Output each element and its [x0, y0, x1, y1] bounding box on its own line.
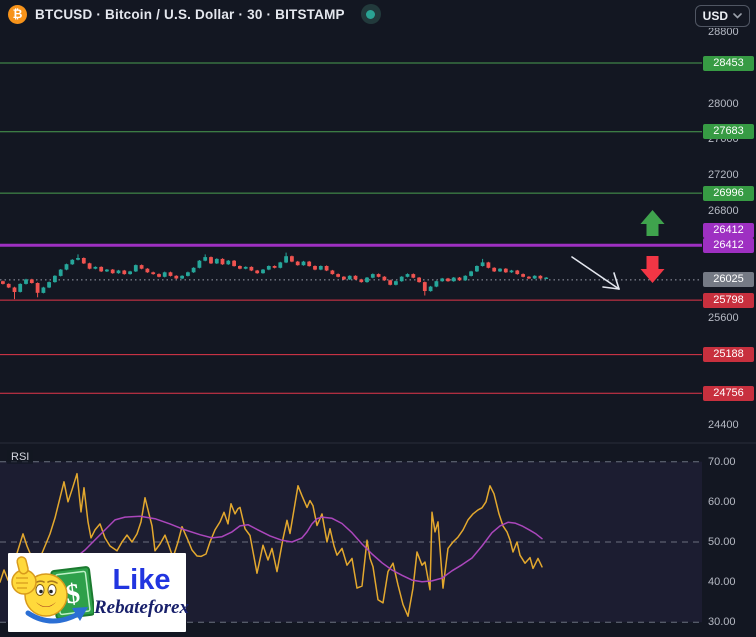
rsi-axis-label-50: 50.00 [708, 536, 736, 548]
price-label-28453: 28453 [703, 55, 754, 71]
bitcoin-icon: ₿ [8, 4, 27, 24]
price-label-26800: 26800 [708, 204, 739, 217]
candlestick-series [1, 252, 549, 300]
price-label-25798: 25798 [703, 292, 754, 308]
symbol-toolbar: ₿ BTCUSD · Bitcoin / U.S. Dollar · 30 · … [0, 0, 756, 28]
price-label-28800: 28800 [708, 26, 739, 38]
rsi-axis-label-30: 30.00 [708, 616, 736, 629]
thumbs-up-emoji-icon: $ [11, 555, 94, 623]
price-label-26025: 26025 [703, 272, 754, 288]
market-status-icon[interactable] [360, 4, 381, 24]
symbol-title[interactable]: BTCUSD · Bitcoin / U.S. Dollar · 30 · BI… [35, 6, 345, 22]
svg-text:$: $ [64, 578, 82, 610]
logo-title: Like [112, 564, 171, 597]
price-label-28000: 28000 [708, 97, 739, 110]
logo-subtitle: Rebateforex [94, 596, 189, 618]
brand-watermark: $ Like Rebateforex [8, 553, 189, 632]
rsi-ma-line [74, 515, 543, 583]
currency-label: USD [702, 9, 728, 23]
price-label-25188: 25188 [703, 347, 754, 363]
rsi-axis-label-40: 40.00 [708, 576, 736, 589]
up-arrow-icon[interactable] [640, 210, 665, 236]
price-label-25600: 25600 [708, 311, 739, 324]
price-label-24400: 24400 [708, 419, 739, 431]
rsi-indicator-label[interactable]: RSI [7, 450, 34, 464]
trend-arrow-drawing[interactable] [571, 256, 620, 290]
price-axis[interactable]: 28800 28453 28000 27600 27683 27200 26996 26800… [702, 0, 756, 637]
price-label-24756: 24756 [703, 385, 754, 401]
chevron-down-icon [733, 13, 742, 19]
price-label-27200: 27200 [708, 168, 739, 181]
price-label-26412: 26412 [703, 237, 754, 253]
rsi-line [0, 472, 543, 617]
rsi-axis-label-70: 70.00 [708, 455, 736, 468]
currency-dropdown[interactable]: USD [694, 5, 750, 27]
down-arrow-icon[interactable] [640, 256, 665, 283]
price-label-27683: 27683 [703, 124, 754, 140]
price-label-26412: 26412 [703, 223, 754, 239]
rsi-axis-label-60: 60.00 [708, 495, 736, 508]
price-label-26996: 26996 [703, 185, 754, 201]
